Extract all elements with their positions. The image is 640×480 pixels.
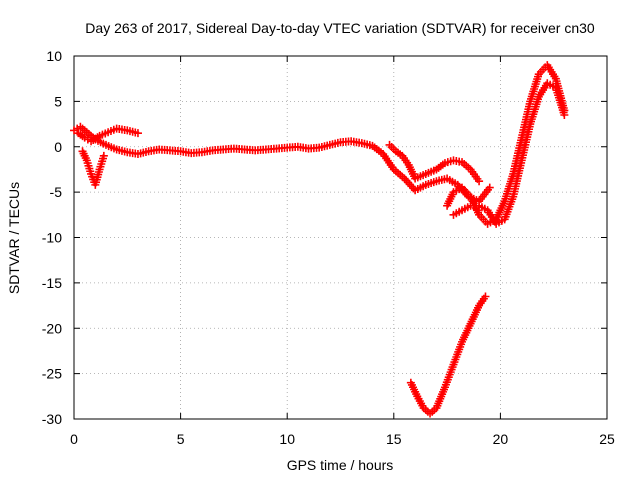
data-point xyxy=(475,177,484,186)
data-point xyxy=(485,183,494,192)
series-track-g xyxy=(406,292,490,418)
tick-layer: 0 5 10 15 20 25 -30 -25 -20 -15 -10 -5 0 5 10 xyxy=(42,48,615,447)
data-point xyxy=(481,292,490,301)
series-track-a xyxy=(70,122,494,206)
y-tick-label: -10 xyxy=(42,230,62,246)
y-tick-label: 0 xyxy=(54,139,62,155)
data-point xyxy=(560,110,569,119)
data-point xyxy=(133,129,142,138)
y-tick-label: -5 xyxy=(50,184,63,200)
series-track-b xyxy=(74,124,142,146)
x-tick-label: 0 xyxy=(70,431,78,447)
y-tick-label: 5 xyxy=(54,93,62,109)
y-tick-label: 10 xyxy=(46,48,62,64)
x-tick-label: 10 xyxy=(279,431,295,447)
data-point xyxy=(99,151,108,160)
y-tick-label: -15 xyxy=(42,275,62,291)
series-track-e xyxy=(443,61,569,228)
series-track-d xyxy=(385,140,484,186)
x-tick-label: 5 xyxy=(177,431,185,447)
x-tick-label: 20 xyxy=(493,431,509,447)
y-tick-label: -20 xyxy=(42,320,62,336)
series-track-c xyxy=(78,147,108,189)
y-tick-label: -25 xyxy=(42,366,62,382)
y-tick-label: -30 xyxy=(42,411,62,427)
x-tick-label: 25 xyxy=(599,431,615,447)
series-track-f xyxy=(449,79,569,228)
x-axis-label: GPS time / hours xyxy=(287,457,394,473)
chart-title: Day 263 of 2017, Sidereal Day-to-day VTE… xyxy=(85,20,595,36)
y-axis-label: SDTVAR / TECUs xyxy=(6,182,22,294)
data-layer xyxy=(70,61,569,418)
x-tick-label: 15 xyxy=(386,431,402,447)
